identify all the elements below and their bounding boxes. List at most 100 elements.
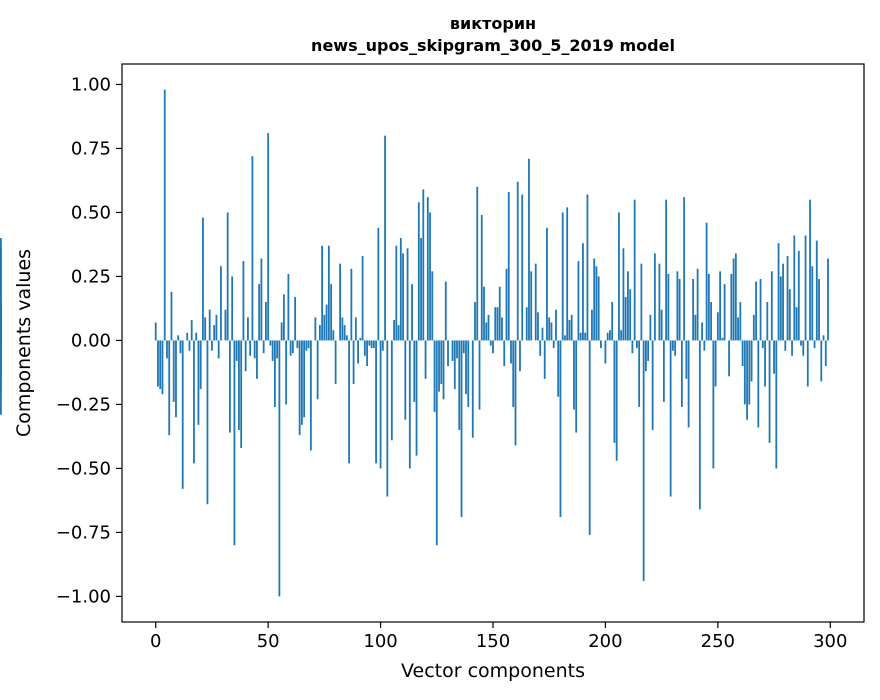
bar [742, 340, 744, 366]
bar [168, 340, 170, 435]
bar [229, 340, 231, 432]
bar [254, 340, 256, 358]
bar [598, 276, 600, 340]
bar [359, 338, 361, 341]
bar [805, 236, 807, 341]
bar [350, 269, 352, 341]
bar [560, 340, 562, 517]
bar [685, 340, 687, 378]
bar [319, 325, 321, 340]
bar [171, 292, 173, 341]
bar [209, 310, 211, 341]
bar [272, 340, 274, 360]
bar [827, 259, 829, 341]
bar [270, 340, 272, 345]
bar [575, 340, 577, 432]
chart-subtitle: news_upos_skipgram_300_5_2019 model [311, 36, 675, 55]
bar [256, 340, 258, 378]
bar [641, 264, 643, 341]
bar [701, 323, 703, 341]
bar [395, 246, 397, 341]
bar [472, 340, 474, 437]
bar [667, 274, 669, 341]
bar [341, 317, 343, 340]
bar [544, 340, 546, 378]
bar [211, 340, 213, 350]
bar [427, 197, 429, 340]
bar [744, 340, 746, 404]
bar [730, 274, 732, 341]
bar [436, 340, 438, 545]
bar [198, 340, 200, 424]
bar [710, 302, 712, 340]
bar [607, 333, 609, 341]
bar [434, 340, 436, 412]
bar [760, 279, 762, 340]
bar [521, 195, 523, 341]
bar [721, 338, 723, 341]
bar [301, 340, 303, 424]
bar [733, 259, 735, 341]
bar [362, 256, 364, 340]
bar [557, 340, 559, 396]
bar [814, 340, 816, 348]
bar [629, 289, 631, 340]
y-tick-label: 0.25 [71, 266, 111, 287]
bar [591, 310, 593, 341]
bar [227, 212, 229, 340]
bar [645, 340, 647, 371]
bar [216, 315, 218, 341]
bar [811, 266, 813, 340]
bar [290, 340, 292, 355]
bar [384, 136, 386, 341]
bar [526, 307, 528, 340]
bar [661, 310, 663, 341]
bar [571, 315, 573, 341]
bar [438, 340, 440, 391]
bar [580, 333, 582, 341]
bar [823, 335, 825, 340]
bar [402, 253, 404, 340]
bar [330, 284, 332, 340]
bar [267, 133, 269, 340]
bar [346, 335, 348, 340]
bar [778, 243, 780, 340]
bar [202, 218, 204, 341]
bar [490, 340, 492, 345]
y-tick-label: −0.75 [56, 522, 111, 543]
x-tick-label: 250 [701, 631, 735, 652]
bar [757, 340, 759, 427]
bar [357, 340, 359, 363]
bar [294, 297, 296, 341]
bar [310, 340, 312, 450]
bar [234, 340, 236, 545]
bar [535, 264, 537, 341]
bar [566, 207, 568, 340]
bar [481, 215, 483, 340]
bar [654, 253, 656, 340]
bar [584, 333, 586, 341]
y-tick-label: −1.00 [56, 586, 111, 607]
bar [180, 340, 182, 353]
bar [494, 307, 496, 340]
bar [573, 340, 575, 409]
bar [683, 197, 685, 340]
bar [191, 320, 193, 340]
bar [479, 340, 481, 409]
bar [787, 256, 789, 340]
bar [391, 340, 393, 440]
bar [483, 287, 485, 341]
x-tick-label: 300 [813, 631, 847, 652]
bar [195, 333, 197, 341]
bar [587, 195, 589, 341]
bar [782, 264, 784, 341]
bar [382, 340, 384, 350]
bar [719, 271, 721, 340]
y-tick-label: 1.00 [71, 74, 111, 95]
bar [323, 315, 325, 341]
bar [393, 320, 395, 340]
bar [634, 200, 636, 341]
bar [672, 340, 674, 350]
